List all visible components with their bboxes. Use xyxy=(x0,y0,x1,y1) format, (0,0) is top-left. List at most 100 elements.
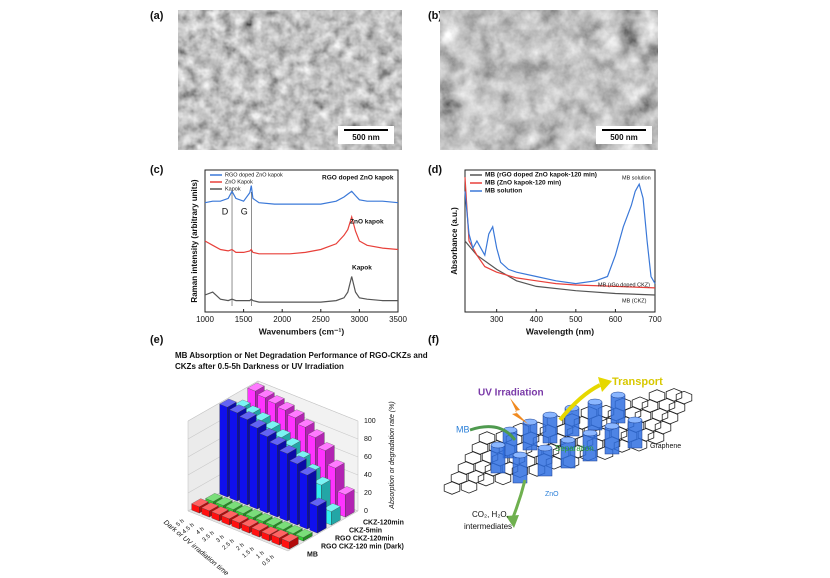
zno-rod xyxy=(587,401,603,431)
bar-top-shade xyxy=(265,517,283,526)
bar xyxy=(265,517,283,530)
graphene-hex xyxy=(450,471,468,485)
x-tick-label: 400 xyxy=(530,315,544,324)
bar-top xyxy=(215,497,233,506)
bar-top xyxy=(261,526,279,535)
z-tick-label: 80 xyxy=(364,436,372,443)
graphene-hex xyxy=(654,420,672,435)
annotation: MB (rGo doped CKZ) xyxy=(598,282,650,288)
x-tick-label: 5 h xyxy=(175,518,185,528)
bar-side-shade xyxy=(283,524,293,534)
bar-top xyxy=(287,409,305,419)
series-line xyxy=(464,177,656,289)
graphene-hex xyxy=(647,430,665,445)
legend-label: MB (rGO doped ZnO kapok-120 min) xyxy=(485,172,597,179)
bar-side-shade xyxy=(345,489,355,518)
bar-front xyxy=(269,441,278,518)
y-axis-label: Absorbance (a.u.) xyxy=(450,207,459,275)
bar-top xyxy=(313,476,331,486)
zno-rod xyxy=(542,414,558,444)
bar-top xyxy=(327,459,345,469)
bar-top xyxy=(323,503,341,512)
transport-arrow xyxy=(558,383,601,422)
x-tick-label: 600 xyxy=(609,315,623,324)
zno-rod xyxy=(537,447,553,477)
bar-top xyxy=(271,529,289,539)
graphene-hex xyxy=(675,390,693,405)
bar-top xyxy=(211,506,229,515)
z-tick-label: 60 xyxy=(364,454,372,461)
bar-top xyxy=(229,404,247,414)
bar-top xyxy=(285,525,303,534)
bar-top-shade xyxy=(259,428,277,437)
bar-front xyxy=(219,403,228,498)
graphene-hex xyxy=(661,410,679,425)
bar-top-shade xyxy=(307,429,325,438)
bar-top-shade xyxy=(297,419,315,428)
zno-rod xyxy=(490,444,506,474)
bar-top-shade xyxy=(283,437,301,447)
x-tick-label: 2500 xyxy=(312,315,330,324)
bar-top-shade xyxy=(225,501,243,510)
series-line xyxy=(204,185,399,205)
bar-top-shade xyxy=(287,409,305,418)
zno-rod-top xyxy=(490,441,506,449)
bar-top-shade xyxy=(229,404,247,413)
annotation: MB solution xyxy=(622,175,651,181)
bar-top xyxy=(249,419,267,429)
graphene-hex xyxy=(641,399,659,413)
bar-top-shade xyxy=(279,445,297,454)
bar-top xyxy=(205,493,223,502)
series-label: MB xyxy=(307,551,318,558)
annotation: Kapok xyxy=(352,265,372,272)
bar-front xyxy=(309,502,318,534)
bar-top xyxy=(275,521,293,530)
graphene-hex xyxy=(477,472,495,487)
bar-front xyxy=(289,460,298,526)
bar-top xyxy=(231,514,249,523)
bar-side-shade xyxy=(331,506,341,526)
bar-top xyxy=(247,382,265,392)
series-label: RGO CKZ-120 min (Dark) xyxy=(321,543,404,550)
zno-rod-top xyxy=(537,444,553,452)
series-line xyxy=(204,276,398,303)
bar-top xyxy=(283,437,301,447)
series-line xyxy=(464,240,656,296)
peak-label: D xyxy=(222,206,229,216)
bar-top xyxy=(263,420,281,430)
bar-top-shade xyxy=(241,518,259,527)
bar-front xyxy=(279,450,288,522)
zno-rod xyxy=(610,394,626,424)
product-arrow xyxy=(510,479,527,521)
legend-label: Kapok xyxy=(225,186,241,192)
bar-top-shade xyxy=(295,529,313,538)
bar-top-shade xyxy=(255,513,273,522)
bar xyxy=(299,466,317,530)
bar xyxy=(245,509,263,522)
x-tick-label: 2 h xyxy=(235,542,245,552)
transport-head xyxy=(598,377,612,392)
bar-top-shade xyxy=(309,497,327,507)
bar-front xyxy=(249,424,258,510)
bar-top-shade xyxy=(231,514,249,523)
bar-top-shade xyxy=(267,395,285,404)
bar-top xyxy=(239,411,257,420)
mb-arrow xyxy=(469,425,517,441)
bar xyxy=(337,486,355,518)
bar-top xyxy=(259,428,277,437)
bar-top xyxy=(307,429,325,438)
zno-rod-top xyxy=(542,411,558,419)
bar-top xyxy=(225,501,243,510)
zno-rod-top xyxy=(587,398,603,406)
z-tick-label: 100 xyxy=(364,418,376,425)
x-tick-label: 1 h xyxy=(255,550,265,560)
z-tick-label: 0 xyxy=(364,508,368,515)
graphene-hex xyxy=(631,396,649,410)
bar-top-shade xyxy=(239,411,257,420)
annotation: ZnO kapok xyxy=(350,219,384,226)
zno-rod xyxy=(604,425,620,455)
bar-top xyxy=(289,455,307,465)
bar-top xyxy=(241,518,259,527)
bar-top-shade xyxy=(211,506,229,515)
diagram-label: intermediates xyxy=(464,522,512,531)
